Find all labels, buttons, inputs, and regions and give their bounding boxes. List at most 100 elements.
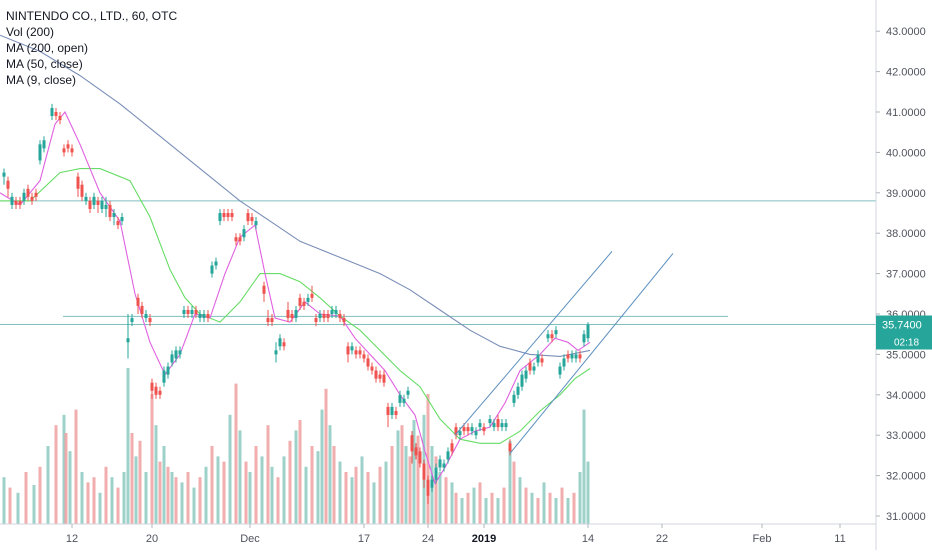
volume-bar: [162, 446, 166, 524]
volume-bar: [454, 492, 458, 524]
candle: [512, 390, 516, 407]
candle-body: [418, 451, 422, 464]
candle: [298, 293, 302, 310]
indicator-ma-200[interactable]: MA (200, open): [6, 41, 89, 55]
candle-body: [226, 213, 230, 218]
candle: [442, 459, 446, 472]
candle: [454, 423, 458, 440]
candle-body: [354, 350, 358, 355]
candle-body: [302, 301, 306, 306]
candle-body: [2, 172, 6, 177]
candle-body: [500, 423, 504, 428]
candle-body: [250, 217, 254, 222]
candle-body: [566, 354, 570, 359]
volume-bar: [282, 456, 286, 524]
candle: [546, 330, 550, 343]
candle: [482, 423, 486, 436]
candle: [84, 192, 88, 205]
volume-bar: [560, 487, 564, 524]
price-axis[interactable]: 31.000032.000033.000034.000035.000036.00…: [876, 26, 926, 523]
candle-body: [512, 394, 516, 403]
candle-body: [10, 196, 14, 205]
candle-body: [96, 200, 100, 205]
candle: [310, 285, 314, 302]
volume-bar: [434, 456, 438, 524]
candle: [430, 475, 434, 492]
candle: [524, 366, 528, 383]
volume-bar: [404, 446, 408, 524]
candle: [338, 309, 342, 323]
legend: NINTENDO CO., LTD., 60, OTC Vol (200) MA…: [6, 8, 177, 88]
candle-body: [254, 221, 258, 226]
volume-bar: [372, 482, 376, 524]
volume-bar: [16, 492, 20, 524]
candle: [104, 196, 108, 218]
volume-bar: [266, 425, 270, 524]
candle: [318, 309, 322, 323]
candle-body: [398, 394, 402, 403]
candle: [554, 326, 558, 339]
x-tick-label: 17: [358, 533, 370, 545]
volume-bar: [366, 472, 370, 524]
candle-body: [166, 366, 170, 375]
candle: [210, 261, 214, 278]
candle: [22, 188, 26, 205]
x-tick-label: 20: [146, 533, 158, 545]
candle-body: [238, 237, 242, 242]
volume-bar: [548, 492, 552, 524]
volume-bar: [248, 472, 252, 524]
candle-body: [536, 354, 540, 363]
candle-body: [488, 419, 492, 424]
candle: [2, 168, 6, 185]
candle: [158, 386, 162, 399]
y-tick-label: 32.0000: [886, 471, 926, 483]
candle-body: [214, 261, 218, 266]
indicator-volume[interactable]: Vol (200): [6, 25, 55, 39]
indicator-ma-9[interactable]: MA (9, close): [6, 73, 77, 87]
candle-body: [50, 107, 54, 117]
candle: [500, 419, 504, 432]
volume-bar: [530, 492, 534, 524]
candle: [274, 342, 278, 363]
candle-body: [430, 479, 434, 488]
candle-body: [270, 318, 274, 323]
candle: [100, 196, 104, 213]
chart-title[interactable]: NINTENDO CO., LTD., 60, OTC: [6, 9, 178, 23]
candle-body: [306, 297, 310, 302]
volume-bar: [416, 435, 420, 524]
candle-body: [136, 297, 140, 306]
volume-bar: [234, 383, 238, 524]
volume-bar: [578, 472, 582, 524]
candle-body: [66, 144, 70, 149]
indicator-ma-50[interactable]: MA (50, close): [6, 57, 83, 71]
countdown-box: [876, 333, 932, 350]
volume-bar: [2, 477, 6, 524]
candle: [62, 144, 66, 157]
candle: [294, 305, 298, 323]
volume-bar: [524, 487, 528, 524]
candle-body: [144, 314, 148, 319]
candle-body: [358, 350, 362, 355]
candle-body: [26, 188, 30, 197]
candle-body: [120, 217, 124, 222]
volume-bar: [360, 456, 364, 524]
candle: [150, 378, 154, 399]
candle-body: [266, 318, 270, 323]
candle-body: [532, 366, 536, 371]
candle-body: [470, 427, 474, 432]
candle: [378, 370, 382, 383]
time-axis[interactable]: 12 20 Dec 17 24 2019 14 22 Feb 11: [66, 524, 846, 545]
candle: [202, 309, 206, 323]
candle-body: [462, 427, 466, 432]
candle-body: [546, 334, 550, 339]
volume-bar: [484, 498, 488, 524]
volume-bar: [316, 451, 320, 524]
candle: [66, 140, 70, 153]
candle-body: [426, 479, 430, 496]
candle-body: [374, 370, 378, 379]
candle-body: [562, 358, 566, 367]
candle: [30, 192, 34, 205]
candle: [438, 455, 442, 472]
